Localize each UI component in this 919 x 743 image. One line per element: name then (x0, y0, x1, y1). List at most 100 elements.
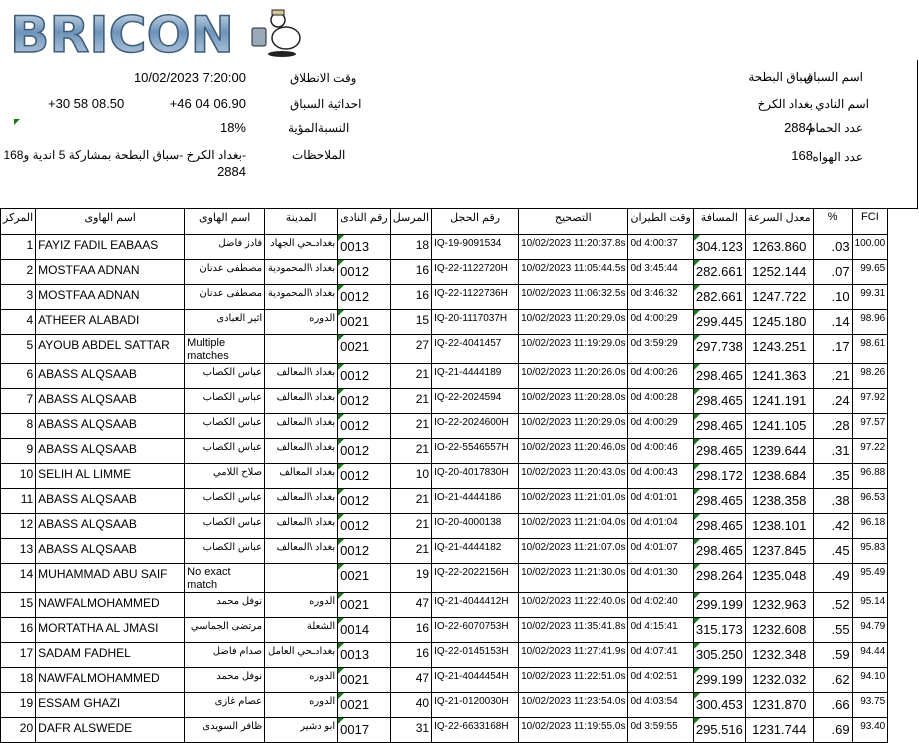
fci-cell-text: 97.22 (860, 442, 886, 453)
club-number-cell: 0013 (337, 234, 391, 260)
speed-cell: 1241.105 (744, 413, 814, 439)
speed-cell-text: 1239.644 (752, 443, 807, 458)
corrected-time-cell-text: 10/02/2023 11:20:28.0s (521, 392, 626, 403)
fancier-count-value: 168 (791, 148, 813, 163)
table-row[interactable]: 12 ABASS ALQSAAB عباس الكصاب بغداد \المعالف… (0, 513, 889, 539)
distance-cell-text: 299.199 (695, 597, 743, 612)
distance-cell: 298.465 (692, 538, 746, 564)
marker-icon (338, 464, 345, 470)
fancier-name-ar-cell: نوفل محمد (184, 592, 266, 618)
distance-cell: 304.123 (692, 234, 746, 260)
table-row[interactable]: 3 MOSTFAA ADNAN مصطفى عدنان بغداد \المحمودي… (0, 284, 889, 310)
ring-number-cell: IQ-22-2022156H (431, 563, 520, 593)
city-cell: بغدادـحي الجهاد (264, 234, 339, 260)
fancier-name-en-cell: SELIH AL LIMME (35, 463, 186, 489)
marker-icon (338, 439, 345, 445)
rank-cell: 1 (0, 234, 37, 260)
release-time-label: وقت الانطلاق (290, 71, 357, 85)
marker-icon (338, 718, 345, 724)
fancier-name-en-cell-text: SELIH AL LIMME (38, 467, 132, 481)
city-cell-text: بغداد \المعالف (276, 442, 336, 453)
fancier-name-en-cell-text: MUHAMMAD ABU SAIF (38, 567, 168, 581)
table-row[interactable]: 8 ABASS ALQSAAB عباس الكصاب بغداد \المعالف 0… (0, 413, 889, 439)
table-row[interactable]: 19 ESSAM GHAZI عصام غازى الدوره 0021 40 IQ-21-… (0, 692, 889, 718)
rank-cell: 11 (0, 488, 37, 514)
rank-cell: 3 (0, 284, 37, 310)
flight-time-cell-text: 0d 4:02:40 (630, 596, 678, 607)
flight-time-cell: 0d 4:01:04 (627, 513, 694, 539)
fci-cell: 95.83 (851, 538, 889, 564)
rank-cell-text: 3 (26, 288, 34, 302)
table-row[interactable]: 15 NAWFALMOHAMMED نوفل محمد الدوره 0021 47 IQ-… (0, 592, 889, 618)
fancier-name-ar-cell-text: مصطفى عدنان (199, 263, 263, 274)
fancier-name-en-cell: NAWFALMOHAMMED (35, 667, 186, 693)
table-row[interactable]: 10 SELIH AL LIMME صلاح اللامي بغداد المعالف… (0, 463, 889, 489)
speed-cell-text: 1232.032 (752, 672, 807, 687)
club-number-cell-text: 0021 (340, 697, 370, 712)
sender-cell-text: 10 (415, 467, 430, 481)
marker-icon (338, 514, 345, 520)
table-row[interactable]: 2 MOSTFAA ADNAN مصطفى عدنان بغداد \المحمودي… (0, 259, 889, 285)
table-row[interactable]: 5 AYOUB ABDEL SATTAR Multiple matches 0021 2… (0, 334, 889, 364)
table-row[interactable]: 13 ABASS ALQSAAB عباس الكصاب بغداد \المعالف… (0, 538, 889, 564)
corrected-time-cell-text: 10/02/2023 11:35:41.8s (521, 621, 626, 632)
fancier-name-ar-cell: عباس الكصاب (184, 438, 266, 464)
marker-icon (338, 235, 345, 241)
rank-cell: 13 (0, 538, 37, 564)
speed-cell: 1238.358 (744, 488, 814, 514)
table-row[interactable]: 9 ABASS ALQSAAB عباس الكصاب بغداد \المعالف 0… (0, 438, 889, 464)
percent-cell-text: .21 (831, 368, 850, 383)
percent-cell-text: .10 (831, 289, 850, 304)
table-row[interactable]: 11 ABASS ALQSAAB عباس الكصاب بغداد \المعالف… (0, 488, 889, 514)
ring-number-cell: IQ-22-4041457 (431, 334, 520, 364)
table-row[interactable]: 18 NAWFALMOHAMMED نوفل محمد الدوره 0021 47 IQ-… (0, 667, 889, 693)
club-number-cell-text: 0012 (340, 518, 370, 533)
city-cell-text: بغداد \المعالف (276, 492, 336, 503)
table-row[interactable]: 1 FAYIZ FADIL EABAAS فادز فاضل بغدادـحي الج… (0, 234, 889, 260)
table-row[interactable]: 4 ATHEER ALABADI اثير العبادى الدوره 0021 15 I… (0, 309, 889, 335)
fancier-name-en-cell: ABASS ALQSAAB (35, 513, 186, 539)
ring-number-cell: IQ-22-6633168H (431, 717, 520, 743)
results-table: المركز اسم الهاوى اسم الهاوى المدينة رقم الن… (0, 208, 889, 743)
table-row[interactable]: 14 MUHAMMAD ABU SAIF No exact match 0021 19 I… (0, 563, 889, 593)
percent-label: النسبةالمؤية (288, 121, 350, 135)
fancier-name-ar-cell: عباس الكصاب (184, 413, 266, 439)
speed-cell-text: 1231.870 (752, 697, 807, 712)
corrected-time-cell-text: 10/02/2023 11:20:29.0s (521, 417, 626, 428)
fancier-name-en-cell-text: ABASS ALQSAAB (38, 442, 137, 456)
sender-cell-text: 21 (415, 517, 430, 531)
corrected-time-cell-text: 10/02/2023 11:19:29.0s (521, 338, 626, 349)
rank-cell-text: 13 (19, 542, 34, 556)
corrected-time-cell-text: 10/02/2023 11:23:54.0s (521, 696, 626, 707)
speed-cell: 1243.251 (744, 334, 814, 364)
table-row[interactable]: 6 ABASS ALQSAAB عباس الكصاب بغداد \المعالف 0… (0, 363, 889, 389)
club-number-cell-text: 0021 (340, 568, 370, 583)
distance-cell-text: 298.465 (695, 543, 743, 558)
fancier-name-en-cell-text: ABASS ALQSAAB (38, 392, 137, 406)
percent-cell-text: .55 (831, 622, 850, 637)
distance-cell: 300.453 (692, 692, 746, 718)
fancier-name-en-cell: FAYIZ FADIL EABAAS (35, 234, 186, 260)
table-row[interactable]: 17 SADAM FADHEL صدام فاضل بغدادـحي العامل 00… (0, 642, 889, 668)
fancier-name-ar-cell: اثير العبادى (184, 309, 266, 335)
corrected-time-cell: 10/02/2023 11:21:01.0s (518, 488, 629, 514)
city-cell: الدوره (264, 692, 339, 718)
flight-time-cell-text: 0d 4:03:54 (630, 696, 678, 707)
table-row[interactable]: 20 DAFR ALSWEDE ظافر السويدى ابو دشير 0017 31… (0, 717, 889, 743)
speed-cell-text: 1241.105 (752, 418, 807, 433)
fci-cell: 100.00 (851, 234, 889, 260)
corrected-time-cell-text: 10/02/2023 11:21:04.0s (521, 517, 626, 528)
rank-cell: 10 (0, 463, 37, 489)
club-number-cell: 0012 (337, 513, 391, 539)
table-row[interactable]: 7 ABASS ALQSAAB عباس الكصاب بغداد \المعالف 0… (0, 388, 889, 414)
svg-text:BRICON: BRICON (10, 6, 234, 60)
pigeon-count-label: عدد الحمام (808, 121, 863, 135)
flight-time-cell-text: 0d 4:00:46 (630, 442, 678, 453)
corrected-time-cell: 10/02/2023 11:05:44.5s (518, 259, 629, 285)
corrected-time-cell-text: 10/02/2023 11:20:37.8s (521, 238, 626, 249)
ring-number-cell-text: IQ-21-4444189 (434, 367, 502, 378)
sender-cell: 21 (389, 488, 433, 514)
table-row[interactable]: 16 MORTATHA AL JMASI مرتضى الجماسي الشعلة 00… (0, 617, 889, 643)
fancier-name-ar-cell: مصطفى عدنان (184, 284, 266, 310)
distance-cell-text: 295.516 (695, 722, 743, 737)
